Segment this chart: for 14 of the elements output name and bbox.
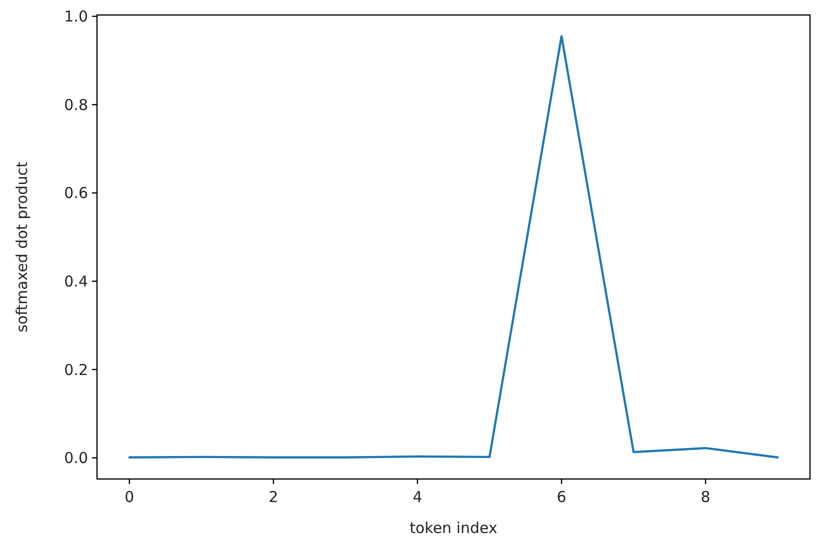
x-axis-title: token index (410, 519, 498, 537)
y-tick-label: 0.6 (64, 184, 88, 202)
y-axis-title: softmaxed dot product (13, 162, 31, 332)
x-tick-label: 6 (556, 488, 566, 506)
y-tick-label: 0.2 (64, 360, 88, 379)
y-tick-label: 1.0 (64, 8, 88, 26)
x-tick-label: 0 (124, 488, 134, 506)
x-tick-label: 8 (700, 488, 710, 506)
x-tick-label: 4 (412, 488, 422, 506)
y-tick-label: 0.0 (64, 449, 88, 468)
y-tick-label: 0.8 (64, 96, 88, 114)
y-tick-label: 0.4 (64, 272, 88, 290)
x-tick-label: 2 (268, 488, 278, 506)
line-series (128, 35, 779, 458)
